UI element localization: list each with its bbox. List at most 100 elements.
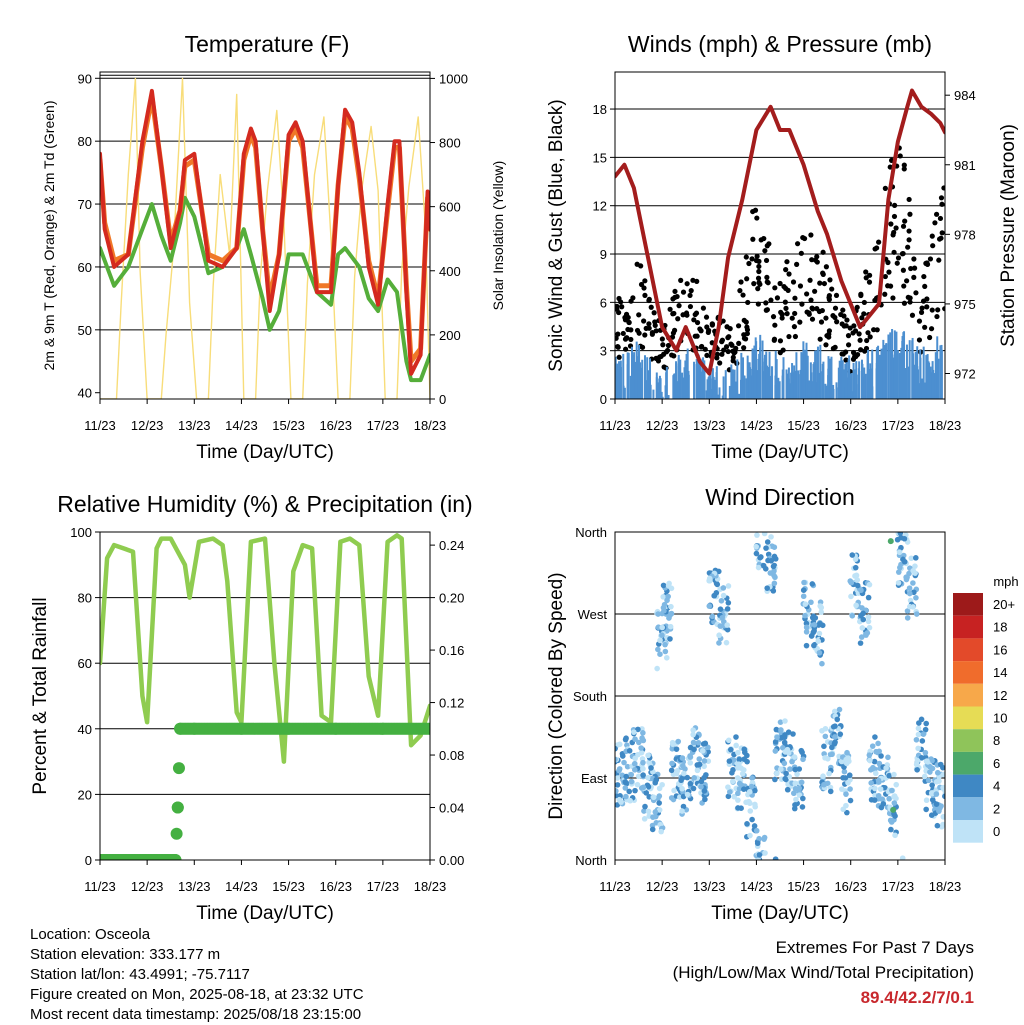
direction-point: [872, 734, 878, 740]
gust-point: [906, 228, 912, 234]
plot-frame: [99, 71, 431, 400]
gust-point: [938, 195, 945, 201]
direction-point: [826, 770, 832, 777]
direction-point: [837, 731, 844, 737]
station-elevation: Station elevation: 333.177 m: [30, 946, 221, 963]
gust-point: [659, 336, 665, 342]
gust-point: [743, 254, 749, 260]
direction-point: [875, 792, 882, 799]
legend-label: 18: [993, 620, 1007, 635]
gust-point: [808, 232, 814, 238]
direction-point: [640, 784, 647, 791]
plot-frame: [614, 71, 946, 400]
direction-point: [626, 788, 633, 795]
x-tick-label: 18/23: [929, 418, 962, 433]
legend-title: mph: [993, 574, 1018, 589]
direction-point: [838, 758, 845, 765]
gust-point: [777, 280, 783, 287]
gust-point: [809, 316, 816, 322]
y2-tick-label: 0.08: [439, 748, 464, 763]
direction-point: [687, 780, 694, 787]
gust-point: [856, 331, 862, 337]
direction-point: [725, 784, 731, 790]
direction-point: [738, 805, 744, 811]
direction-point: [906, 585, 913, 591]
gust-point: [778, 309, 784, 315]
gust-point: [774, 295, 781, 301]
direction-point: [669, 745, 676, 752]
direction-point: [733, 734, 739, 740]
direction-point: [628, 771, 635, 778]
chart-title: Relative Humidity (%) & Precipitation (i…: [57, 491, 472, 517]
gust-point: [907, 299, 913, 305]
y2-tick-label: 972: [954, 366, 976, 381]
gust-point: [874, 327, 880, 333]
direction-point: [829, 751, 835, 758]
direction-point: [751, 823, 758, 829]
y-tick-label: West: [578, 607, 608, 622]
gust-point: [700, 305, 707, 311]
direction-point: [731, 793, 738, 800]
gust-point: [840, 307, 846, 313]
direction-point: [656, 800, 662, 806]
gust-point: [750, 236, 756, 242]
direction-point: [802, 612, 808, 619]
gust-point: [906, 237, 912, 243]
y-tick-label: 3: [600, 344, 607, 359]
direction-point: [883, 765, 889, 771]
direction-point: [913, 736, 920, 743]
direction-point: [724, 626, 731, 633]
gust-point: [626, 319, 632, 326]
direction-point: [631, 760, 638, 767]
gust-point: [755, 301, 761, 307]
legend-swatch: [953, 797, 983, 820]
x-tick-label: 14/23: [740, 418, 773, 433]
extremes-subtitle: (High/Low/Max Wind/Total Precipitation): [672, 963, 974, 982]
direction-point: [667, 623, 674, 630]
gust-point: [843, 349, 849, 355]
direction-point: [876, 748, 882, 755]
legend-swatch: [953, 683, 983, 707]
direction-point: [890, 806, 897, 813]
direction-point: [852, 556, 859, 562]
gust-point: [665, 342, 672, 349]
gust-point: [693, 310, 700, 316]
gust-point: [616, 309, 622, 316]
direction-point: [860, 616, 867, 623]
y2-tick-label: 0.16: [439, 643, 464, 658]
gust-point: [755, 286, 761, 292]
direction-point: [849, 552, 856, 558]
direction-point: [725, 737, 732, 744]
direction-point: [764, 539, 771, 545]
direction-point: [913, 555, 919, 561]
chart-title: Winds (mph) & Pressure (mb): [628, 31, 932, 57]
x-tick-label: 13/23: [178, 418, 211, 433]
gust-point: [642, 278, 648, 284]
y-tick-label: North: [575, 853, 607, 868]
gust-point: [744, 324, 750, 330]
chart-title: Wind Direction: [705, 484, 855, 510]
x-axis-label: Time (Day/UTC): [196, 442, 334, 463]
gust-point: [744, 276, 750, 282]
gust-point: [768, 297, 774, 303]
y-tick-label: 80: [78, 134, 92, 149]
direction-point: [934, 769, 941, 776]
direction-point: [904, 608, 911, 614]
direction-point: [843, 791, 849, 797]
direction-point: [846, 772, 853, 779]
gust-point: [906, 196, 912, 203]
gust-point: [819, 307, 825, 314]
temp-2m-line: [100, 88, 430, 376]
gust-point: [821, 280, 827, 287]
gust-point: [857, 337, 863, 343]
direction-point: [800, 593, 807, 600]
gust-point: [897, 153, 903, 159]
direction-point: [747, 832, 753, 839]
gust-point: [663, 349, 670, 355]
gust-point: [814, 306, 820, 312]
gust-point: [794, 261, 800, 267]
y2-tick-label: 0.12: [439, 696, 464, 711]
direction-point: [684, 791, 691, 798]
gust-point: [642, 292, 648, 298]
direction-point: [735, 790, 741, 797]
